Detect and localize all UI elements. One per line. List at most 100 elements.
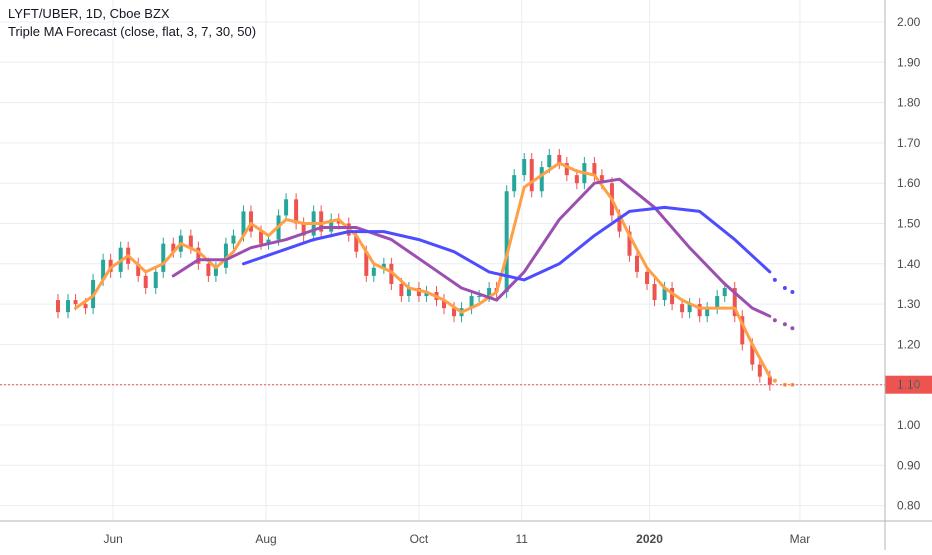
candle-body	[381, 263, 386, 268]
candle-body	[680, 304, 685, 313]
forecast-dot-ma_fast	[772, 378, 777, 383]
candle-body	[153, 271, 158, 288]
candle-body	[599, 175, 604, 184]
ma-line-ma_mid	[171, 177, 772, 318]
last-price-line: 1.10	[0, 375, 932, 394]
candle-body	[564, 163, 569, 176]
candle-body	[767, 376, 772, 385]
candle-body	[108, 259, 113, 272]
candles	[56, 148, 772, 391]
forecast-dot-ma_slow	[782, 285, 787, 290]
forecast-dot-ma_slow	[790, 290, 795, 295]
x-tick-label: Oct	[410, 532, 429, 546]
forecast-dot-ma_slow	[772, 277, 777, 282]
candle-body	[249, 211, 253, 232]
candle-body	[284, 199, 289, 216]
candle-body	[266, 239, 271, 244]
candle-body	[557, 154, 562, 164]
y-tick-label: 1.10	[897, 378, 921, 392]
candle-body	[539, 167, 544, 192]
candle-body	[705, 308, 710, 317]
chart-title: LYFT/UBER, 1D, Cboe BZX	[8, 6, 170, 21]
candle-body	[101, 259, 106, 280]
candle-body	[757, 364, 762, 377]
candle-body	[670, 287, 675, 305]
candle-body	[442, 300, 446, 309]
y-tick-label: 1.50	[897, 217, 921, 231]
candle-body	[522, 159, 527, 176]
candle-body	[635, 255, 639, 272]
candle-body	[241, 211, 246, 236]
candle-body	[529, 159, 534, 192]
y-tick-label: 1.90	[897, 55, 921, 69]
y-tick-label: 1.30	[897, 297, 921, 311]
candle-body	[83, 304, 88, 309]
candle-body	[469, 296, 474, 309]
x-tick-label: 11	[515, 532, 528, 546]
candle-body	[722, 287, 727, 297]
forecast-dot-ma_mid	[772, 318, 777, 323]
price-tag-label: 1.10	[897, 378, 921, 392]
x-tick-label: Aug	[255, 532, 276, 546]
candle-body	[652, 283, 657, 301]
candle-body	[161, 243, 166, 272]
x-tick-label: 2020	[636, 532, 663, 546]
candle-body	[294, 199, 299, 224]
y-tick-label: 2.00	[897, 15, 921, 29]
candle-body	[319, 211, 324, 232]
y-tick-label: 1.60	[897, 176, 921, 190]
y-tick-label: 1.80	[897, 96, 921, 110]
candle-body	[645, 271, 650, 284]
candle-body	[354, 235, 359, 252]
candle-body	[504, 191, 509, 293]
candle-body	[627, 231, 632, 256]
y-tick-label: 1.00	[897, 418, 921, 432]
candle-body	[56, 300, 60, 313]
candle-body	[188, 235, 193, 248]
candle-body	[406, 287, 411, 297]
y-tick-label: 0.80	[897, 499, 921, 513]
candle-body	[206, 263, 211, 276]
ma-line-ma_slow	[242, 205, 772, 282]
candle-body	[329, 219, 334, 232]
candle-body	[416, 287, 421, 297]
candle-body	[213, 267, 218, 276]
grid	[0, 0, 885, 521]
candle-body	[371, 267, 376, 276]
candle-body	[592, 163, 597, 176]
candle-body	[452, 308, 457, 317]
candle-body	[750, 344, 755, 365]
candle-body	[66, 300, 71, 313]
candle-body	[259, 231, 264, 244]
price-tag-background	[885, 375, 932, 394]
moving-averages	[74, 161, 795, 387]
candle-body	[547, 154, 552, 168]
candle-body	[487, 287, 492, 297]
candle-body	[740, 316, 745, 345]
x-tick-label: Mar	[790, 532, 811, 546]
candle-body	[697, 304, 702, 317]
candle-body	[364, 251, 369, 276]
candle-body	[136, 263, 141, 276]
candle-body	[73, 300, 78, 305]
candle-body	[732, 287, 737, 317]
forecast-dot-ma_mid	[790, 326, 795, 331]
candle-body	[687, 304, 692, 313]
candle-body	[231, 235, 236, 244]
candle-body	[171, 243, 176, 252]
candle-body	[143, 275, 148, 288]
candle-body	[617, 215, 622, 232]
forecast-dot-ma_mid	[782, 322, 787, 327]
y-tick-label: 1.70	[897, 136, 921, 150]
candle-body	[715, 296, 720, 309]
y-tick-label: 0.90	[897, 458, 921, 472]
candle-body	[424, 292, 429, 297]
ma-line-ma_fast	[74, 161, 772, 379]
candle-body	[477, 296, 482, 298]
candle-body	[223, 243, 228, 268]
candle-body	[574, 175, 579, 184]
y-tick-label: 1.40	[897, 257, 921, 271]
